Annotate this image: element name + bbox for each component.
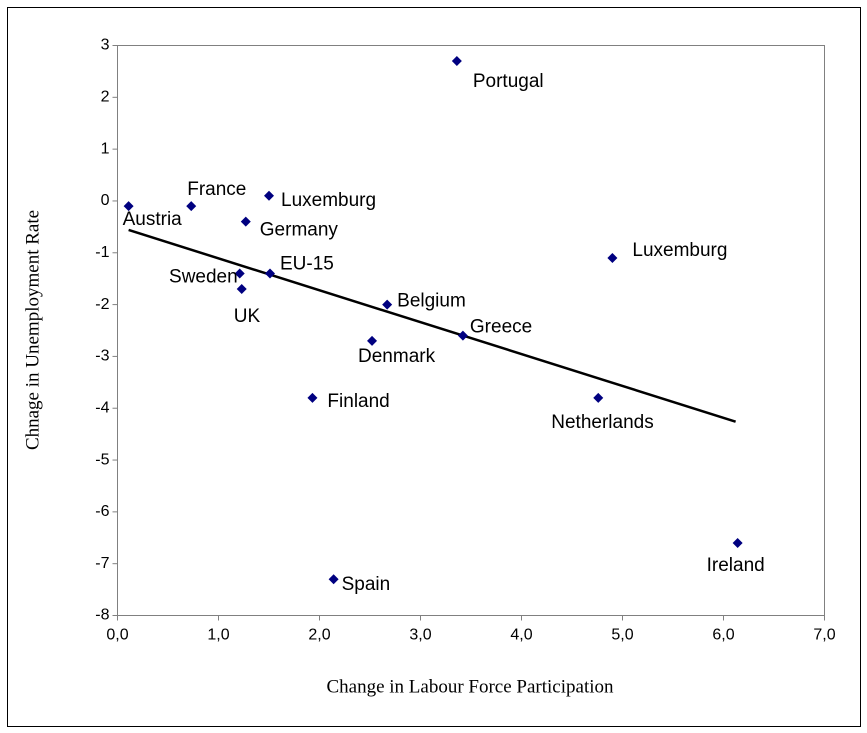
point: [234, 268, 245, 279]
point-label: EU-15: [280, 254, 334, 275]
point-label: Belgium: [397, 291, 466, 312]
y-tick-label: -5: [95, 451, 109, 468]
point-label: France: [187, 179, 246, 200]
point-label: Finland: [327, 391, 389, 412]
point-label: Portugal: [473, 71, 544, 92]
y-tick-label: -8: [95, 607, 109, 624]
point: [732, 537, 743, 548]
point-label: Sweden: [169, 267, 238, 288]
y-axis-title: Chnage in Unemployment Rate: [22, 210, 43, 450]
x-tick-label: 3,0: [409, 627, 431, 644]
y-tick-label: -4: [95, 399, 109, 416]
point: [382, 299, 393, 310]
point: [264, 190, 274, 201]
plot-area: [117, 45, 825, 616]
x-axis-title: Change in Labour Force Participation: [326, 676, 614, 697]
chart-border: [7, 7, 861, 727]
y-tick-label: -7: [95, 555, 109, 572]
trend-line: [128, 228, 736, 423]
point: [593, 392, 604, 403]
x-tick-label: 0,0: [106, 627, 128, 644]
point: [307, 392, 318, 403]
point-label: Luxemburg: [281, 190, 376, 211]
y-tick-label: 0: [101, 192, 110, 209]
y-tick-label: -2: [95, 296, 109, 313]
point: [240, 216, 251, 227]
y-tick-label: 1: [101, 140, 110, 157]
point: [457, 330, 468, 341]
x-tick-label: 4,0: [510, 627, 532, 644]
y-tick-label: 3: [101, 37, 110, 54]
y-tick-label: 2: [101, 89, 110, 106]
point-label: Greece: [470, 317, 532, 338]
point: [607, 252, 618, 263]
x-tick-label: 5,0: [611, 627, 633, 644]
x-tick-label: 2,0: [308, 627, 330, 644]
point: [123, 201, 134, 212]
y-tick-label: -1: [95, 244, 109, 261]
point: [265, 268, 276, 279]
x-tick-label: 7,0: [813, 627, 835, 644]
point-label: Denmark: [358, 346, 436, 367]
point-label: Netherlands: [551, 412, 653, 433]
point-label: Ireland: [707, 555, 765, 576]
point: [367, 335, 378, 346]
point-label: Spain: [342, 574, 391, 595]
point: [328, 574, 339, 585]
point: [451, 56, 462, 67]
point-label: Luxemburg: [632, 240, 727, 261]
x-tick-label: 6,0: [712, 627, 734, 644]
y-tick-label: -3: [95, 348, 109, 365]
x-tick-label: 1,0: [207, 627, 229, 644]
point: [186, 201, 197, 212]
point-label: UK: [234, 306, 261, 327]
point: [236, 284, 247, 295]
y-tick-label: -6: [95, 503, 109, 520]
point-label: Austria: [123, 209, 183, 230]
point-label: Germany: [260, 220, 339, 241]
